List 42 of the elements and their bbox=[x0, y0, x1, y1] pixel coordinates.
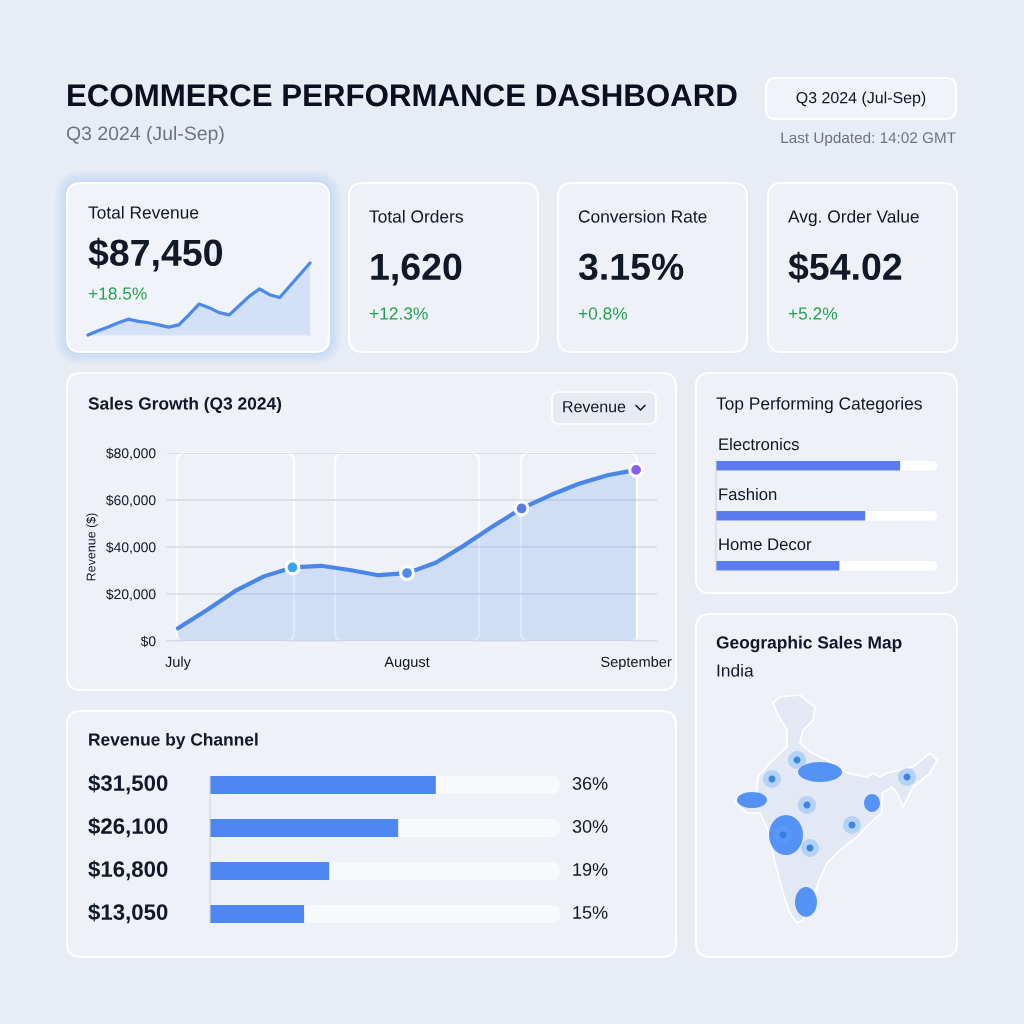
text: Revenue bbox=[563, 401, 626, 413]
y-tick-label: Fashion bbox=[719, 487, 777, 501]
text: Conversion Rate bbox=[578, 209, 707, 223]
text: $31,500 bbox=[88, 774, 168, 795]
y-tick-label: $0 bbox=[140, 635, 156, 647]
text: Q3 2024 (Jul-Sep) bbox=[66, 125, 224, 145]
annotation: +18.5% bbox=[88, 287, 147, 300]
y-tick-label: Home Decor bbox=[719, 538, 812, 551]
data-label: 36% bbox=[572, 777, 608, 790]
text: +5.2% bbox=[788, 307, 838, 320]
y-tick-label: $40,000 bbox=[106, 541, 156, 554]
data-label: 15% bbox=[573, 906, 608, 919]
text: 3.15% bbox=[578, 253, 684, 281]
text: Total Orders bbox=[369, 209, 463, 223]
chart-title: Top Performing Categories bbox=[716, 396, 922, 414]
x-tick-label: August bbox=[384, 656, 430, 670]
y-tick-label: $80,000 bbox=[106, 447, 156, 460]
chart-title: Sales Growth (Q3 2024) bbox=[88, 396, 282, 414]
y-tick-label: $20,000 bbox=[106, 588, 156, 601]
text: India bbox=[717, 663, 754, 677]
chart-title: Revenue by Channel bbox=[89, 732, 258, 750]
y-tick-label: Electronics bbox=[719, 437, 799, 451]
text: $26,100 bbox=[88, 817, 168, 838]
text: $16,800 bbox=[88, 860, 168, 881]
x-tick-label: July bbox=[165, 656, 191, 670]
data-label: 30% bbox=[572, 820, 608, 833]
data-label: 19% bbox=[573, 863, 608, 876]
x-tick-label: September bbox=[601, 656, 672, 670]
text: Avg. Order Value bbox=[788, 209, 919, 227]
text: +12.3% bbox=[369, 307, 428, 320]
chart-title: Total Revenue bbox=[88, 205, 199, 219]
text: 1,620 bbox=[371, 253, 462, 286]
text: Last Updated: 14:02 GMT bbox=[781, 131, 956, 147]
text: $54.02 bbox=[788, 251, 902, 283]
text: +0.8% bbox=[578, 307, 628, 320]
y-axis-title: Revenue ($) bbox=[86, 513, 98, 581]
text: Q3 2024 (Jul-Sep) bbox=[796, 91, 926, 107]
text: ECOMMERCE PERFORMANCE DASHBOARD bbox=[68, 84, 737, 107]
y-tick-label: $60,000 bbox=[106, 494, 156, 507]
text: Geographic Sales Map bbox=[716, 635, 902, 653]
text: $13,050 bbox=[88, 903, 168, 924]
annotation: $87,450 bbox=[88, 237, 223, 272]
